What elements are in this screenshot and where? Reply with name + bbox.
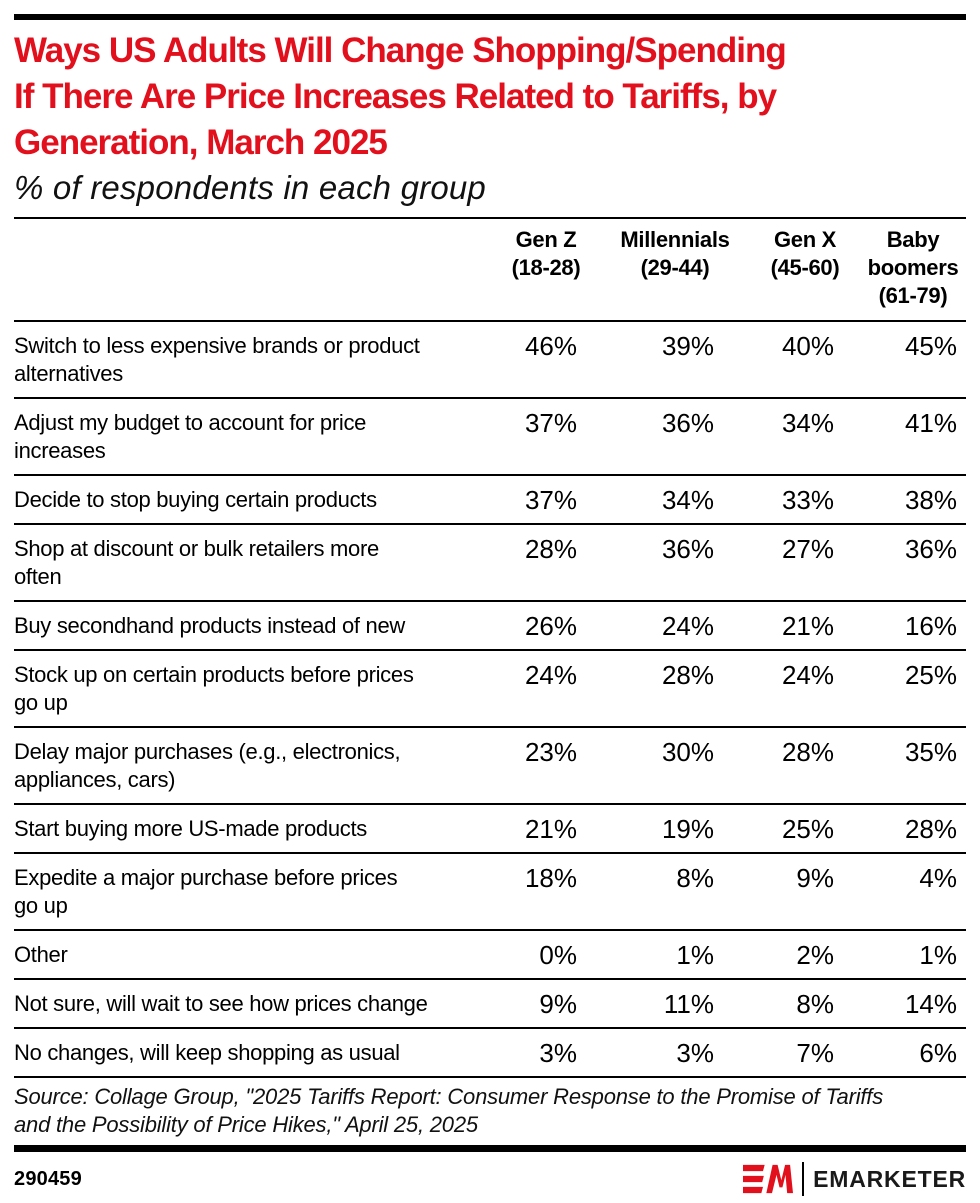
row-label: Start buying more US-made products [14,816,367,841]
row-value: 25% [781,814,834,844]
row-value: 28% [661,660,714,690]
row-value: 14% [904,989,957,1019]
row-value: 28% [524,534,577,564]
table-row: No changes, will keep shopping as usual … [14,1028,966,1077]
row-value: 39% [661,331,714,361]
row-value: 24% [781,660,834,690]
row-value: 16% [904,611,957,641]
row-value: 37% [524,485,577,515]
row-value: 34% [781,408,834,438]
bottom-rule-bar [14,1145,966,1152]
row-label: Delay major purchases (e.g., electronics… [14,739,401,792]
row-value: 40% [781,331,834,361]
row-value: 34% [661,485,714,515]
row-value: 2% [796,940,834,970]
row-value: 4% [919,863,957,893]
row-label: Other [14,942,68,967]
logo-wordmark: EMARKETER [813,1165,966,1192]
row-value: 3% [676,1038,714,1068]
emarketer-logo: EMARKETER [743,1162,966,1196]
row-label: Shop at discount or bulk retailers more … [14,536,379,589]
row-value: 25% [904,660,957,690]
chart-title: Ways US Adults Will Change Shopping/Spen… [14,31,787,162]
row-label: Decide to stop buying certain products [14,487,377,512]
row-value: 21% [524,814,577,844]
row-label: Expedite a major purchase before prices … [14,865,398,918]
data-table: Gen Z (18-28) Millennials (29-44) Gen X … [14,217,966,1078]
row-label: Switch to less expensive brands or produ… [14,333,420,386]
row-value: 9% [796,863,834,893]
row-value: 19% [661,814,714,844]
table-row: Delay major purchases (e.g., electronics… [14,727,966,804]
row-value: 28% [904,814,957,844]
table-row: Not sure, will wait to see how prices ch… [14,979,966,1028]
table-row: Stock up on certain products before pric… [14,650,966,727]
column-header-millennials: Millennials (29-44) [620,227,730,280]
row-value: 33% [781,485,834,515]
row-value: 3% [539,1038,577,1068]
row-value: 7% [796,1038,834,1068]
row-value: 36% [904,534,957,564]
table-row: Decide to stop buying certain products 3… [14,475,966,524]
row-value: 26% [524,611,577,641]
chart-subtitle: % of respondents in each group [14,169,486,206]
row-value: 36% [661,534,714,564]
row-value: 37% [524,408,577,438]
chart-page: Ways US Adults Will Change Shopping/Spen… [0,14,980,1196]
row-value: 0% [539,940,577,970]
row-value: 46% [524,331,577,361]
column-header-gen-x: Gen X (45-60) [770,227,840,280]
row-value: 38% [904,485,957,515]
source-note: Source: Collage Group, "2025 Tariffs Rep… [14,1084,884,1137]
row-value: 45% [904,331,957,361]
table-row: Start buying more US-made products 21% 1… [14,804,966,853]
row-value: 36% [661,408,714,438]
chart-id: 290459 [14,1167,82,1190]
table-row: Switch to less expensive brands or produ… [14,321,966,398]
table-row: Adjust my budget to account for price in… [14,398,966,475]
row-value: 11% [663,989,714,1019]
row-value: 30% [661,737,714,767]
column-header-baby-boomers: Baby boomers (61-79) [867,227,959,308]
row-value: 1% [676,940,714,970]
em-mark-icon [743,1164,794,1194]
row-value: 1% [919,940,957,970]
table-row: Buy secondhand products instead of new 2… [14,601,966,650]
row-value: 23% [524,737,577,767]
row-label: Buy secondhand products instead of new [14,613,405,638]
row-value: 28% [781,737,834,767]
footer: 290459 EMARKETER [14,1162,966,1196]
table-body: Switch to less expensive brands or produ… [14,321,966,1077]
table-row: Expedite a major purchase before prices … [14,853,966,930]
row-value: 24% [661,611,714,641]
logo-divider [802,1162,805,1196]
row-value: 41% [904,408,957,438]
column-header-gen-z: Gen Z (18-28) [511,227,581,280]
row-label: No changes, will keep shopping as usual [14,1040,400,1065]
row-value: 8% [676,863,714,893]
table-row: Other 0% 1% 2% 1% [14,930,966,979]
row-value: 24% [524,660,577,690]
row-value: 21% [781,611,834,641]
top-rule-bar [14,14,966,20]
row-value: 35% [904,737,957,767]
header-row: Gen Z (18-28) Millennials (29-44) Gen X … [14,218,966,321]
corner-cell [14,218,492,321]
row-label: Not sure, will wait to see how prices ch… [14,991,428,1016]
row-value: 8% [796,989,834,1019]
row-value: 18% [524,863,577,893]
row-value: 6% [919,1038,957,1068]
row-value: 9% [539,989,577,1019]
row-label: Adjust my budget to account for price in… [14,410,367,463]
row-label: Stock up on certain products before pric… [14,662,414,715]
row-value: 27% [781,534,834,564]
table-row: Shop at discount or bulk retailers more … [14,524,966,601]
